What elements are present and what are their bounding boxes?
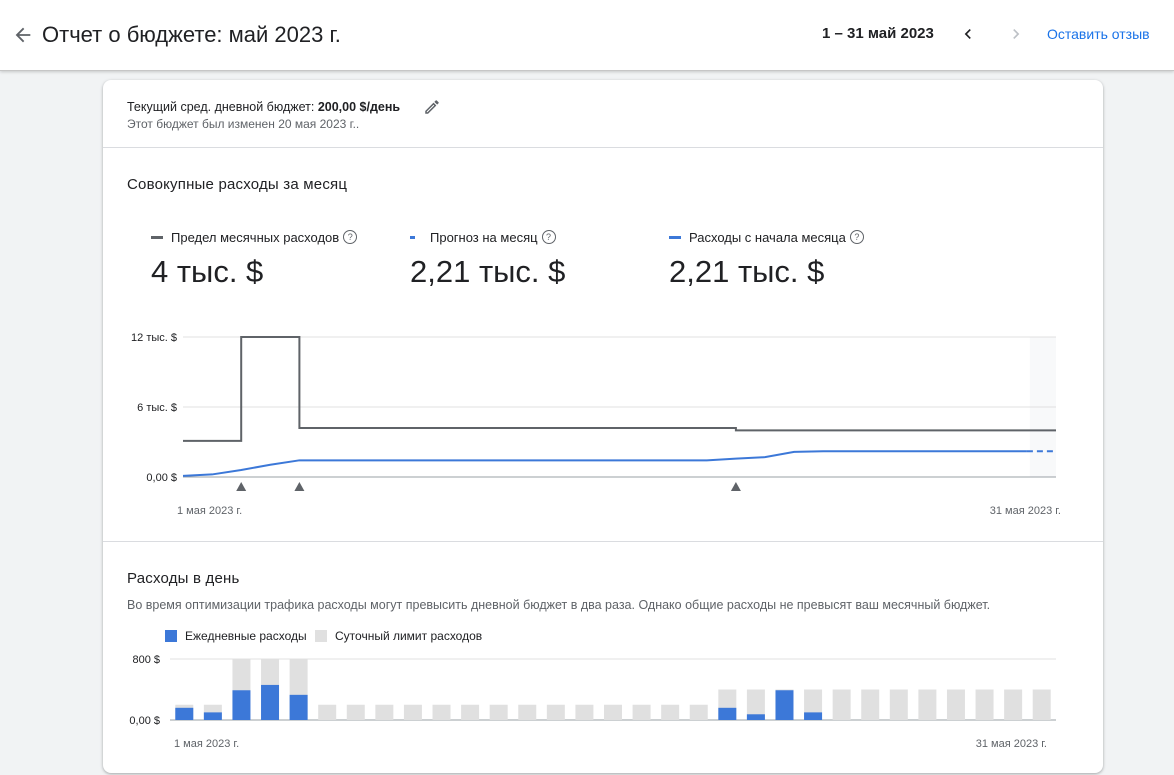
- help-icon[interactable]: ?: [343, 230, 358, 244]
- budget-change-marker: [294, 482, 305, 491]
- legend-swatch-limit: [151, 236, 163, 240]
- x-tick-label: 31 мая 2023 г.: [990, 505, 1061, 517]
- arrow-left-icon[interactable]: [12, 24, 34, 46]
- y-tick-label: 12 тыс. $: [131, 332, 177, 344]
- legend-label: Ежедневные расходы: [185, 629, 307, 643]
- feedback-link[interactable]: Оставить отзыв: [1047, 26, 1150, 42]
- spend-bar: [203, 712, 222, 720]
- limit-bar: [604, 704, 622, 720]
- spend-bar: [175, 707, 194, 720]
- limit-bar: [918, 689, 937, 720]
- x-tick-label: 1 мая 2023 г.: [177, 505, 242, 517]
- chevron-left-icon[interactable]: [958, 23, 978, 45]
- y-tick-label: 800 $: [132, 654, 160, 666]
- y-tick-label: 0,00 $: [129, 715, 160, 727]
- date-range[interactable]: 1 – 31 май 2023: [822, 25, 934, 42]
- page-title: Отчет о бюджете: май 2023 г.: [42, 22, 341, 47]
- legend-item-daily-spend: Ежедневные расходы: [165, 629, 307, 643]
- limit-bar: [832, 689, 851, 720]
- metric-label: Прогноз на месяц: [430, 230, 538, 245]
- legend-swatch: [165, 629, 177, 642]
- current-budget-value: 200,00 $/день: [317, 100, 401, 114]
- metric-label: Расходы с начала месяца: [689, 230, 846, 245]
- cumulative-chart: 0,00 $ 6 тыс. $ 12 тыс. $ 1 мая 2023 г. 31 м…: [131, 332, 1061, 517]
- limit-bar: [689, 704, 708, 720]
- spend-bar: [232, 690, 251, 720]
- spend-bar: [289, 694, 308, 720]
- daily-description: Во время оптимизации трафика расходы мог…: [127, 598, 991, 612]
- help-icon[interactable]: ?: [849, 230, 864, 244]
- series-line-month-to-date: [182, 450, 1027, 477]
- pencil-icon[interactable]: [423, 98, 441, 116]
- budget-changed-note: Этот бюджет был изменен 20 мая 2023 г..: [127, 117, 360, 131]
- current-budget-label: Текущий сред. дневной бюджет:: [127, 100, 318, 114]
- spend-bar: [775, 690, 794, 720]
- limit-bar: [318, 704, 337, 720]
- spend-bar: [804, 712, 823, 720]
- divider: [103, 147, 1103, 148]
- limit-bar: [1004, 689, 1023, 720]
- budget-change-marker: [730, 482, 741, 491]
- limit-bar: [461, 704, 480, 720]
- legend-item-daily-limit: Суточный лимит расходов: [315, 629, 482, 643]
- limit-bar: [575, 704, 594, 720]
- metric-value: 4 тыс. $: [151, 254, 264, 289]
- limit-bar: [432, 704, 451, 720]
- help-icon[interactable]: ?: [541, 230, 556, 244]
- legend-label: Суточный лимит расходов: [335, 629, 483, 643]
- limit-bar: [489, 704, 508, 720]
- limit-bar: [661, 704, 680, 720]
- limit-bar: [861, 689, 880, 720]
- daily-chart: 0,00 $ 800 $ 1 мая 2023 г. 31 мая 2023 г.: [129, 654, 1056, 750]
- x-tick-label: 1 мая 2023 г.: [174, 738, 239, 750]
- limit-bar: [375, 704, 394, 720]
- top-bar: Отчет о бюджете: май 2023 г. 1 – 31 май …: [0, 0, 1174, 71]
- limit-bar: [346, 704, 365, 720]
- limit-bar: [946, 689, 965, 720]
- legend-swatch: [315, 629, 327, 642]
- limit-bar: [1032, 689, 1051, 720]
- current-budget: Текущий сред. дневной бюджет: 200,00 $/д…: [127, 100, 400, 114]
- limit-bar: [403, 704, 422, 720]
- spend-bar: [718, 707, 737, 720]
- daily-title: Расходы в день: [127, 570, 240, 587]
- y-tick-label: 0,00 $: [146, 472, 177, 484]
- metric-label: Предел месячных расходов: [171, 230, 340, 245]
- legend-swatch-spend: [669, 236, 681, 240]
- limit-bar: [746, 689, 765, 720]
- limit-bar: [518, 704, 537, 720]
- legend-swatch-forecast: [410, 236, 415, 240]
- x-tick-label: 31 мая 2023 г.: [976, 738, 1047, 750]
- metric-value: 2,21 тыс. $: [410, 254, 566, 289]
- spend-bar: [746, 714, 765, 720]
- budget-report-card: Текущий сред. дневной бюджет: 200,00 $/д…: [103, 80, 1103, 773]
- chevron-right-icon[interactable]: [1006, 23, 1026, 45]
- limit-bar: [975, 689, 994, 720]
- metric-value: 2,21 тыс. $: [669, 254, 825, 289]
- cumulative-title: Совокупные расходы за месяц: [127, 176, 348, 193]
- limit-bar: [632, 704, 651, 720]
- budget-change-marker: [236, 482, 247, 491]
- divider: [103, 541, 1103, 542]
- y-tick-label: 6 тыс. $: [137, 402, 177, 414]
- spend-bar: [261, 684, 280, 720]
- limit-bar: [889, 689, 908, 720]
- limit-bar: [546, 704, 565, 720]
- series-line-monthly-limit: [183, 336, 1056, 442]
- edge-glyph: ): [0, 532, 1, 548]
